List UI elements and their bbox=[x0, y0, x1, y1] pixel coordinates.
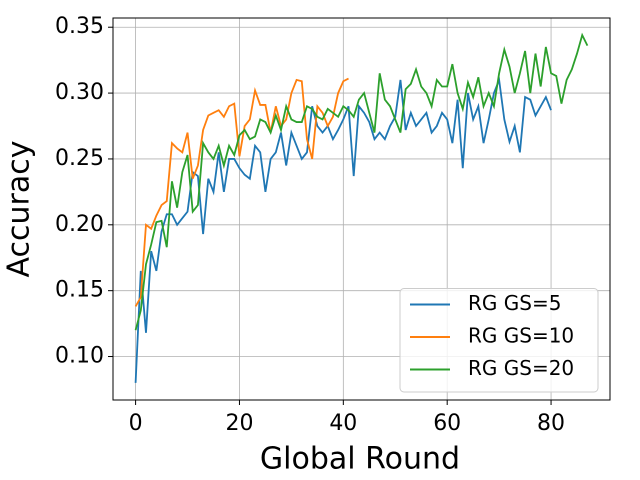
legend-box bbox=[399, 288, 599, 393]
legend: RG GS=5 RG GS=10 RG GS=20 bbox=[399, 288, 599, 393]
y-tick-label: 0.30 bbox=[55, 80, 104, 105]
data-line bbox=[134, 77, 349, 307]
x-tick-label: 60 bbox=[433, 411, 461, 436]
legend-label: RG GS=5 bbox=[468, 291, 561, 315]
x-axis-label: Global Round bbox=[260, 442, 460, 477]
legend-label: RG GS=20 bbox=[468, 356, 574, 380]
legend-label: RG GS=10 bbox=[468, 324, 574, 348]
data-line bbox=[134, 76, 552, 383]
plot-frame bbox=[112, 17, 611, 401]
y-tick-label: 0.20 bbox=[55, 212, 104, 237]
y-axis-label: Accuracy bbox=[2, 141, 37, 278]
y-tick-label: 0.15 bbox=[55, 278, 104, 303]
x-tick-label: 40 bbox=[329, 411, 357, 436]
y-tick-label: 0.35 bbox=[55, 14, 104, 39]
data-line bbox=[134, 32, 589, 331]
y-tick-label: 0.10 bbox=[55, 344, 104, 369]
x-tick-label: 80 bbox=[537, 411, 565, 436]
y-tick-label: 0.25 bbox=[55, 146, 104, 171]
x-tick-label: 0 bbox=[129, 411, 143, 436]
x-tick-label: 20 bbox=[225, 411, 253, 436]
